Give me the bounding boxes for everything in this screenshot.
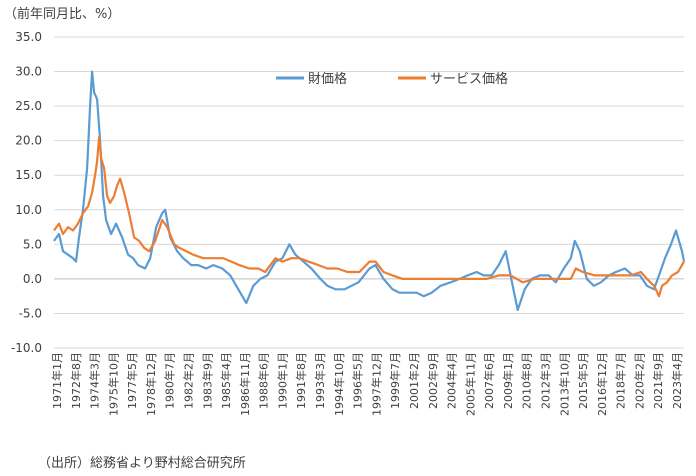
x-tick-label: 1985年4月 (219, 352, 233, 409)
x-tick-label: 2005年11月 (463, 352, 477, 416)
x-tick-label: 2020年2月 (632, 352, 646, 409)
x-tick-label: 1983年9月 (200, 352, 214, 409)
x-tick-label: 1990年1月 (275, 352, 289, 409)
source-note: （出所）総務省より野村総合研究所 (38, 456, 246, 471)
x-axis: 1971年1月 1972年8月 1974年3月 1975年10月 1977年5月 1978… (50, 278, 684, 416)
x-tick-label: 2007年6月 (482, 352, 496, 409)
y-tick-label: -10.0 (11, 341, 42, 355)
x-tick-label: 1993年3月 (313, 352, 327, 409)
x-tick-label: 1996年5月 (351, 352, 365, 409)
gridlines (54, 36, 684, 349)
legend-label: サービス価格 (430, 71, 508, 87)
x-tick-label: 2009年1月 (501, 352, 515, 409)
x-tick-label: 1971年1月 (50, 352, 64, 409)
x-tick-label: 1991年8月 (294, 352, 308, 409)
y-axis-unit-label: （前年同月比、%） (4, 7, 121, 22)
x-tick-label: 1988年6月 (257, 352, 271, 409)
y-tick-label: 25.0 (15, 99, 42, 113)
series-line-1 (53, 136, 685, 298)
y-axis-ticks: 35.0 30.0 25.0 20.0 15.0 10.0 5.0 0.0 -5.0 -10.0 (11, 30, 42, 355)
y-tick-label: 15.0 (15, 168, 42, 182)
series-lines (53, 70, 686, 312)
x-tick-label: 2012年3月 (538, 352, 552, 409)
x-tick-label: 1982年2月 (182, 352, 196, 409)
x-tick-label: 1974年3月 (88, 352, 102, 409)
y-tick-label: 10.0 (15, 203, 42, 217)
x-tick-label: 2015年5月 (576, 352, 590, 409)
x-tick-label: 1977年5月 (125, 352, 139, 409)
y-tick-label: 0.0 (23, 272, 42, 286)
y-tick-label: 30.0 (15, 65, 42, 79)
x-tick-label: 1999年7月 (388, 352, 402, 409)
x-tick-label: 2010年8月 (520, 352, 534, 409)
x-tick-label: 1975年10月 (106, 352, 120, 416)
x-tick-label: 1986年11月 (238, 352, 252, 416)
x-tick-label: 1972年8月 (69, 352, 83, 409)
x-tick-label: 1997年12月 (369, 352, 383, 416)
x-tick-label: 2016年12月 (595, 352, 609, 416)
y-tick-label: 20.0 (15, 134, 42, 148)
x-tick-label: 2001年2月 (407, 352, 421, 409)
x-tick-label: 1980年7月 (163, 352, 177, 409)
x-tick-label: 1994年10月 (332, 352, 346, 416)
x-tick-label: 2018年7月 (614, 352, 628, 409)
series-line-0 (53, 70, 686, 312)
y-tick-label: -5.0 (19, 306, 42, 320)
y-tick-label: 5.0 (23, 237, 42, 251)
x-tick-label: 2013年10月 (557, 352, 571, 416)
x-tick-label: 2004年4月 (445, 352, 459, 409)
legend: 財価格 サービス価格 (276, 71, 508, 87)
y-tick-label: 35.0 (15, 30, 42, 44)
x-tick-label: 2023年4月 (670, 352, 684, 409)
x-tick-label: 2002年9月 (426, 352, 440, 409)
legend-label: 財価格 (308, 71, 347, 87)
x-tick-label: 2021年9月 (651, 352, 665, 409)
x-tick-label: 1978年12月 (144, 352, 158, 416)
